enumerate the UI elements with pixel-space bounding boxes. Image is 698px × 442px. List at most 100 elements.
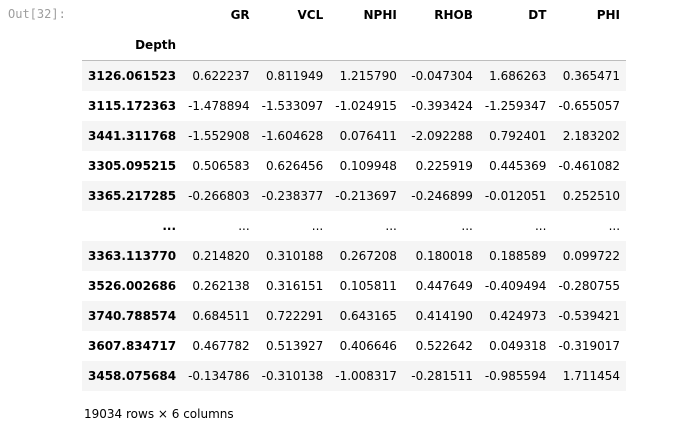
- table-cell: -0.461082: [558, 158, 621, 173]
- table-cell: 0.447649: [415, 278, 473, 293]
- row-index: 3365.217285: [88, 188, 177, 203]
- table-row: 3115.172363 -1.478894 -1.533097 -1.024915 -0…: [82, 91, 626, 121]
- table-cell: 0.522642: [415, 338, 473, 353]
- table-cell: -0.012051: [484, 188, 547, 203]
- table-cell: -1.478894: [188, 98, 250, 113]
- table-cell: 0.262138: [192, 278, 250, 293]
- column-header: VCL: [297, 8, 324, 22]
- table-cell: ...: [311, 218, 324, 233]
- table-cell: 0.626456: [265, 158, 324, 173]
- table-body: 3126.061523 0.622237 0.811949 1.215790 -0.04…: [82, 60, 627, 391]
- table-row: 3458.075684 -0.134786 -0.310138 -1.008317 -0…: [82, 360, 627, 391]
- table-cell: -0.539421: [558, 308, 621, 323]
- row-index: ...: [162, 218, 177, 233]
- table-cell: 0.684511: [192, 308, 250, 323]
- table-cell: 0.225919: [415, 158, 473, 173]
- table-cell: 0.252510: [562, 188, 621, 203]
- table-cell: -0.047304: [411, 68, 473, 83]
- table-cell: 0.622237: [192, 68, 250, 83]
- dataframe-table: GR VCL NPHI RHOB DT PHI Depth 3126.06152…: [82, 0, 627, 391]
- row-index: 3441.311768: [88, 128, 177, 143]
- column-header: PHI: [596, 8, 621, 22]
- table-row: 3740.788574 0.684511 0.722291 0.643165 0.414…: [82, 300, 627, 331]
- table-cell: -0.213697: [335, 188, 397, 203]
- table-cell: 0.049318: [489, 338, 547, 353]
- table-cell: 0.316151: [265, 278, 324, 293]
- table-cell: 0.792401: [489, 128, 547, 143]
- table-cell: 0.188589: [489, 248, 547, 263]
- index-name-row: Depth: [82, 30, 627, 61]
- table-cell: 1.686263: [489, 68, 547, 83]
- table-row: 3363.113770 0.214820 0.310188 0.267208 0.180…: [82, 240, 627, 271]
- table-cell: 0.267208: [339, 248, 397, 263]
- table-cell: -0.985594: [484, 368, 547, 383]
- table-cell: 0.109948: [339, 158, 397, 173]
- table-row: .....................: [82, 211, 626, 241]
- table-cell: ...: [385, 218, 397, 233]
- table-cell: 0.214820: [192, 248, 250, 263]
- row-index: 3526.002686: [88, 278, 177, 293]
- table-cell: 0.076411: [339, 128, 397, 143]
- table-cell: -0.319017: [558, 338, 621, 353]
- table-cell: -0.281511: [411, 368, 473, 383]
- table-cell: -1.024915: [335, 98, 397, 113]
- table-cell: 0.414190: [415, 308, 473, 323]
- table-cell: -2.092288: [411, 128, 473, 143]
- table-cell: 0.445369: [489, 158, 547, 173]
- row-index: 3126.061523: [88, 68, 177, 83]
- column-header: GR: [230, 8, 250, 22]
- column-header: DT: [528, 8, 547, 22]
- table-cell: 0.105811: [339, 278, 397, 293]
- table-row: 3607.834717 0.467782 0.513927 0.406646 0.522…: [82, 331, 626, 361]
- table-cell: 0.365471: [562, 68, 621, 83]
- table-cell: -1.604628: [261, 128, 324, 143]
- output-prompt: Out[32]:: [8, 7, 66, 21]
- table-cell: 0.099722: [562, 248, 621, 263]
- index-name: Depth: [82, 30, 183, 61]
- table-cell: -0.280755: [558, 278, 621, 293]
- table-cell: -0.266803: [188, 188, 250, 203]
- table-cell: -1.008317: [335, 368, 397, 383]
- table-cell: 2.183202: [562, 128, 621, 143]
- table-cell: 0.811949: [265, 68, 324, 83]
- table-row: 3305.095215 0.506583 0.626456 0.109948 0.225…: [82, 151, 626, 181]
- table-row: 3365.217285 -0.266803 -0.238377 -0.213697 -0…: [82, 180, 627, 211]
- table-cell: -0.246899: [411, 188, 473, 203]
- table-cell: 0.467782: [192, 338, 250, 353]
- table-cell: -0.238377: [261, 188, 324, 203]
- table-row: 3441.311768 -1.552908 -1.604628 0.076411 -2.…: [82, 120, 627, 151]
- table-row: 3526.002686 0.262138 0.316151 0.105811 0.447…: [82, 271, 626, 301]
- table-cell: -0.655057: [558, 98, 621, 113]
- table-cell: 1.215790: [339, 68, 397, 83]
- table-cell: 1.711454: [562, 368, 621, 383]
- table-cell: 0.722291: [265, 308, 324, 323]
- column-header-row: GR VCL NPHI RHOB DT PHI: [82, 0, 626, 30]
- column-header: RHOB: [434, 8, 473, 22]
- table-cell: 0.310188: [265, 248, 324, 263]
- table-cell: -0.409494: [484, 278, 547, 293]
- table-cell: -1.259347: [484, 98, 547, 113]
- row-index: 3115.172363: [88, 98, 177, 113]
- table-cell: ...: [608, 218, 621, 233]
- table-cell: 0.424973: [489, 308, 547, 323]
- table-cell: -0.134786: [188, 368, 250, 383]
- table-cell: -0.310138: [261, 368, 324, 383]
- row-index: 3363.113770: [88, 248, 177, 263]
- shape-summary: 19034 rows × 6 columns: [84, 407, 234, 421]
- table-cell: ...: [461, 218, 473, 233]
- table-cell: 0.506583: [192, 158, 250, 173]
- row-index: 3740.788574: [88, 308, 177, 323]
- row-index: 3607.834717: [88, 338, 177, 353]
- row-index: 3305.095215: [88, 158, 177, 173]
- column-header: NPHI: [363, 8, 397, 22]
- table-cell: 0.513927: [265, 338, 324, 353]
- table-cell: ...: [238, 218, 250, 233]
- table-cell: 0.180018: [415, 248, 473, 263]
- table-cell: -1.552908: [188, 128, 250, 143]
- table-cell: 0.643165: [339, 308, 397, 323]
- table-cell: 0.406646: [339, 338, 397, 353]
- table-cell: ...: [534, 218, 547, 233]
- index-header-blank: [82, 0, 182, 30]
- table-cell: -1.533097: [261, 98, 324, 113]
- table-cell: -0.393424: [411, 98, 473, 113]
